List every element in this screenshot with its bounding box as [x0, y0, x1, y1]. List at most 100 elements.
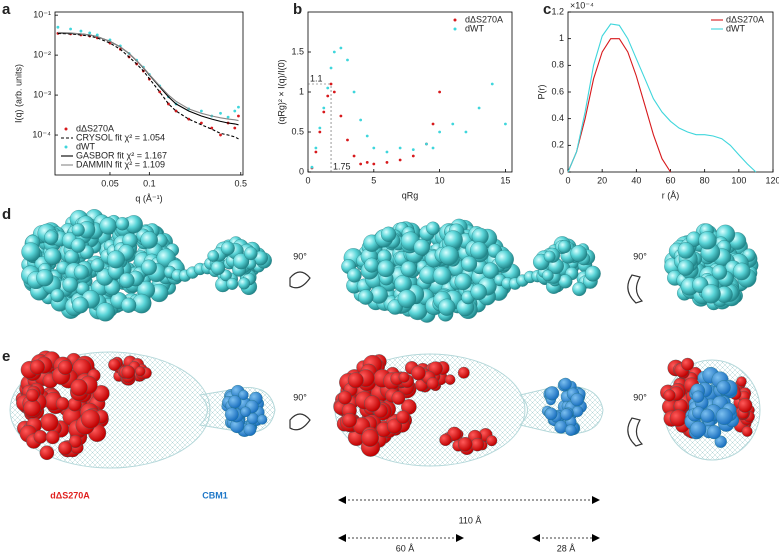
atom-sphere: [50, 288, 65, 303]
data-point: [56, 25, 60, 29]
y-tick-label: 0.5: [291, 126, 304, 136]
atom-sphere: [543, 250, 556, 263]
atom-sphere: [119, 272, 135, 289]
legend-label: CRYSOL fit χ² = 1.054: [76, 132, 165, 142]
y-tick-label: 0: [299, 166, 304, 176]
atom-sphere: [347, 268, 362, 283]
data-line: [57, 31, 239, 122]
atom-sphere: [120, 297, 137, 313]
atom-sphere: [439, 245, 459, 266]
atom-sphere: [29, 359, 45, 375]
atom-sphere: [141, 259, 157, 276]
atom-sphere: [400, 260, 417, 278]
atom-sphere: [426, 221, 440, 236]
data-point: [318, 130, 322, 134]
x-tick-label: 0.1: [143, 178, 156, 188]
legend-marker: [453, 18, 457, 22]
atom-sphere: [714, 435, 727, 448]
domain-label: dΔS270A: [50, 490, 90, 500]
data-point: [365, 134, 369, 138]
atom-sphere: [438, 298, 456, 316]
data-point: [95, 33, 99, 37]
atom-sphere: [364, 257, 380, 273]
atom-sphere: [238, 389, 249, 401]
y-tick-label: 1: [299, 86, 304, 96]
legend-label: GASBOR fit χ² = 1.167: [76, 150, 167, 160]
atom-sphere: [121, 365, 136, 379]
dimension-label: 28 Å: [557, 543, 576, 553]
atom-sphere: [669, 409, 687, 427]
data-point: [219, 111, 222, 115]
atom-sphere: [40, 413, 59, 432]
data-point: [372, 146, 376, 150]
data-point: [219, 133, 222, 137]
data-point: [339, 114, 343, 118]
dimension-label: 110 Å: [459, 515, 482, 525]
atom-sphere: [741, 426, 753, 437]
x-tick-label: 5: [371, 175, 376, 185]
atom-sphere: [380, 226, 397, 242]
atom-sphere: [681, 357, 695, 371]
atom-sphere: [711, 264, 728, 280]
atom-sphere: [226, 277, 239, 290]
atom-sphere: [495, 249, 514, 269]
y-tick-label: 0: [559, 166, 564, 176]
y-axis-label: I(q) (arb. units): [13, 64, 23, 123]
data-point: [314, 150, 318, 154]
x-axis-label: qRg: [402, 190, 419, 200]
atom-sphere: [21, 242, 41, 262]
atom-sphere: [470, 283, 487, 301]
data-point: [226, 115, 230, 119]
y-tick-label: 10⁻⁴: [32, 129, 51, 139]
x-tick-label: 0.05: [101, 178, 119, 188]
atom-sphere: [25, 388, 40, 402]
atom-sphere: [257, 414, 268, 425]
data-point: [411, 154, 415, 158]
data-point: [233, 126, 237, 130]
data-point: [431, 122, 435, 126]
atom-sphere: [570, 392, 584, 407]
legend-marker: [453, 27, 457, 31]
y-tick-label: 1.2: [551, 6, 564, 16]
atom-sphere: [62, 276, 78, 293]
data-point: [322, 110, 326, 114]
atom-sphere: [233, 253, 250, 270]
x-tick-label: 0: [565, 175, 570, 185]
legend-marker: [64, 127, 68, 131]
data-point: [326, 86, 330, 90]
y-tick-label: 10⁻²: [33, 49, 51, 59]
x-tick-label: 40: [631, 175, 641, 185]
atom-sphere: [36, 269, 54, 287]
panel-label: b: [293, 1, 302, 18]
atom-sphere: [426, 377, 439, 390]
atom-sphere: [140, 231, 158, 249]
data-line: [567, 38, 671, 173]
x-tick-label: 0: [305, 175, 310, 185]
atom-sphere: [707, 425, 722, 440]
atom-sphere: [560, 408, 573, 421]
data-point: [346, 138, 349, 142]
y-tick-label: 10⁻³: [33, 89, 51, 99]
x-tick-label: 100: [731, 175, 746, 185]
atom-sphere: [386, 418, 403, 434]
y-tick-label: 0.8: [551, 60, 564, 70]
atom-sphere: [347, 372, 364, 389]
legend-label: dWT: [726, 23, 746, 33]
y-tick-label: 0.6: [551, 86, 564, 96]
data-point: [504, 122, 507, 126]
y-multiplier: ×10⁻⁴: [570, 0, 594, 10]
data-point: [187, 117, 191, 121]
atom-sphere: [44, 247, 61, 265]
data-point: [398, 146, 402, 150]
atom-sphere: [397, 289, 417, 308]
atom-sphere: [238, 277, 251, 290]
atom-sphere: [68, 434, 82, 449]
atom-sphere: [542, 269, 554, 282]
rotation-label: 90°: [633, 392, 647, 402]
molecule-renders: [9, 209, 761, 469]
data-point: [310, 165, 314, 169]
atom-sphere: [486, 435, 498, 447]
data-point: [438, 90, 442, 94]
atom-sphere: [23, 399, 41, 417]
y-tick-label: 1.5: [291, 46, 304, 56]
